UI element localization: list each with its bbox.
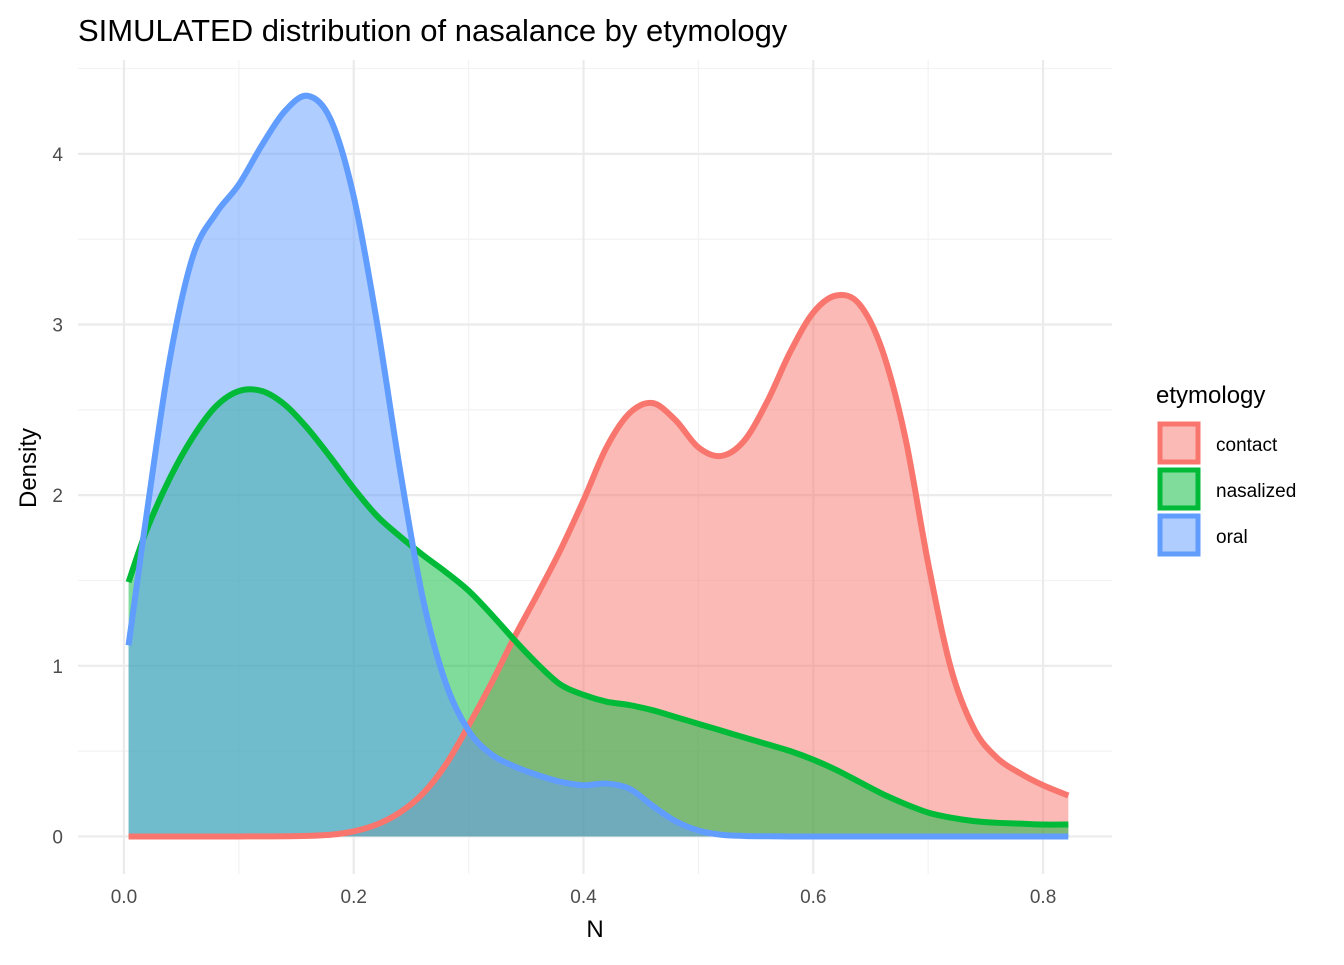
density-line-nasalized [125,386,1069,828]
y-tick-label: 0 [52,827,63,848]
legend-label-oral: oral [1216,527,1248,548]
legend-key-nasalized [1157,467,1201,511]
legend-key-contact [1157,421,1201,465]
legend-label-contact: contact [1216,435,1278,456]
y-tick-label: 2 [52,486,63,507]
x-axis-ticks: 0.0 0.2 0.4 0.6 0.8 [111,887,1057,908]
legend-items: contact nasalized oral [1157,421,1296,557]
y-axis-ticks: 0 1 2 3 4 [52,145,63,849]
legend-key-oral [1157,513,1201,557]
x-tick-label: 0.0 [111,887,137,908]
density-line-contact [128,291,1070,840]
x-tick-label: 0.6 [800,887,826,908]
legend: etymology contact nasalized oral [1156,382,1296,557]
x-tick-label: 0.4 [570,887,597,908]
chart-title: SIMULATED distribution of nasalance by e… [78,13,788,48]
y-tick-label: 4 [52,145,63,166]
y-axis-title: Density [15,428,42,508]
y-tick-label: 3 [52,316,63,337]
y-tick-label: 1 [52,657,63,678]
x-axis-title: N [586,916,603,943]
density-area-contact [128,294,1069,837]
x-tick-label: 0.8 [1030,887,1056,908]
legend-title: etymology [1156,382,1265,409]
density-area-oral [128,95,1069,837]
legend-label-nasalized: nasalized [1216,481,1296,502]
density-lines [125,92,1070,840]
density-line-oral [125,92,1069,840]
x-tick-label: 0.2 [341,887,367,908]
